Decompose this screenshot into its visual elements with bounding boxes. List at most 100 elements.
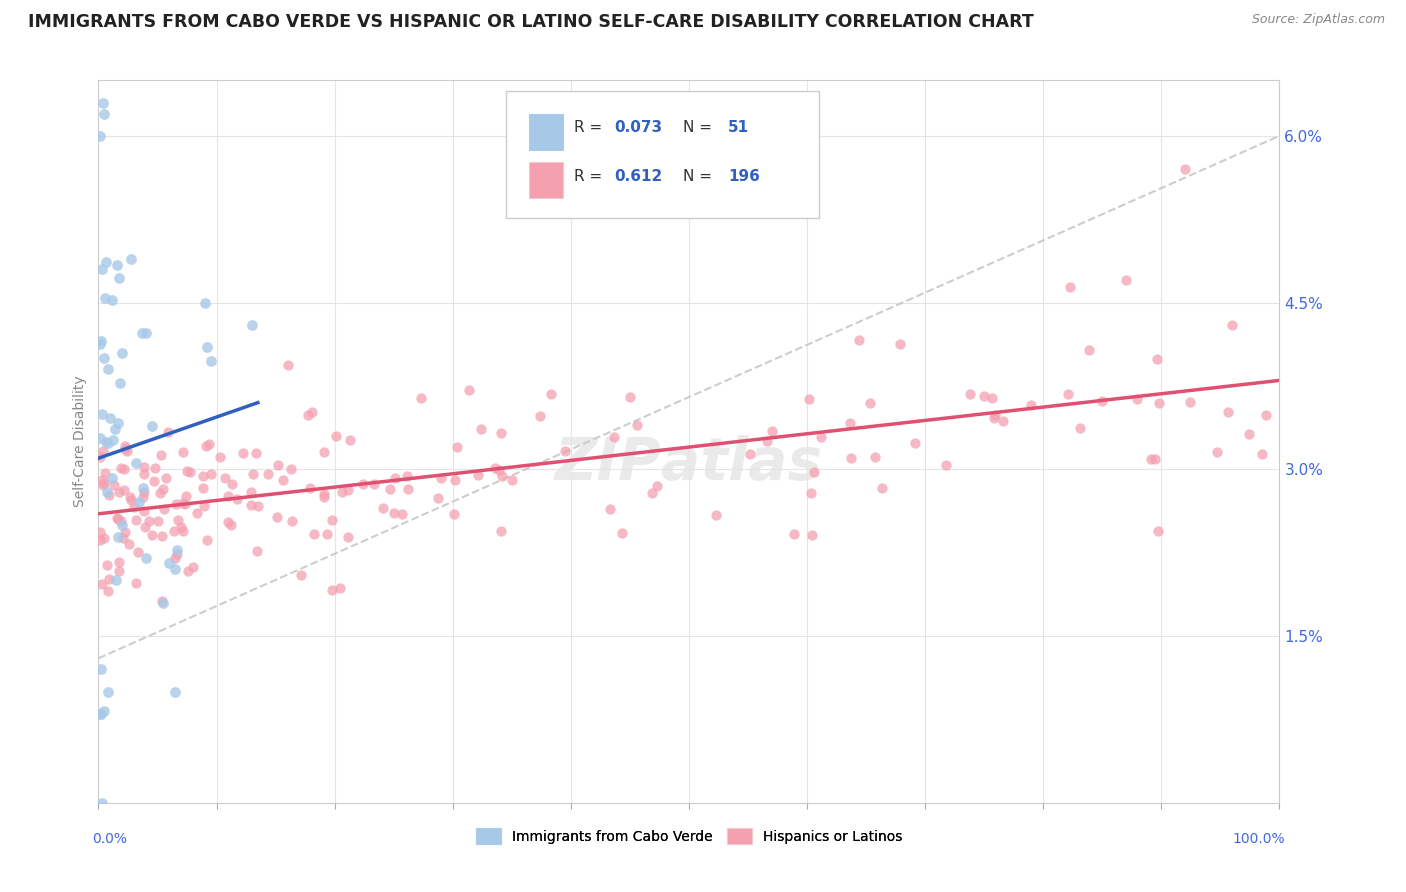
Point <box>1206 444 1229 458</box>
Point <box>90 334 112 348</box>
Point <box>103 478 125 492</box>
Point <box>484 461 506 475</box>
Point <box>165 497 187 511</box>
Point <box>329 582 352 596</box>
Point <box>155 471 177 485</box>
Point <box>112 462 135 476</box>
Point <box>93 475 115 490</box>
Point <box>221 477 243 491</box>
Point <box>132 484 155 499</box>
Point <box>904 436 927 450</box>
Point <box>193 499 215 513</box>
Point <box>174 489 197 503</box>
Point <box>172 524 194 538</box>
Point <box>314 445 336 459</box>
Point <box>848 333 870 347</box>
Point <box>467 467 489 482</box>
Point <box>1174 162 1197 177</box>
Point <box>91 796 114 810</box>
Point <box>90 706 112 721</box>
Point <box>325 429 347 443</box>
Point <box>430 471 453 485</box>
Point <box>246 544 269 558</box>
Point <box>120 493 142 508</box>
Point <box>179 465 201 479</box>
Point <box>89 706 111 721</box>
Point <box>339 433 361 447</box>
Point <box>110 376 132 390</box>
Point <box>1147 524 1170 538</box>
Point <box>382 506 405 520</box>
Point <box>411 391 433 405</box>
Point <box>101 433 124 447</box>
Text: 0.073: 0.073 <box>614 120 662 135</box>
Point <box>246 499 269 513</box>
Point <box>1078 343 1101 357</box>
Point <box>266 509 288 524</box>
Point <box>89 525 111 540</box>
Point <box>194 295 217 310</box>
Point <box>1251 447 1274 461</box>
Point <box>96 484 118 499</box>
Point <box>610 526 633 541</box>
Point <box>489 426 512 441</box>
Point <box>984 408 1007 422</box>
Point <box>110 514 132 528</box>
Point <box>165 562 187 576</box>
Text: R =: R = <box>575 169 607 184</box>
Point <box>90 473 112 487</box>
Text: IMMIGRANTS FROM CABO VERDE VS HISPANIC OR LATINO SELF-CARE DISABILITY CORRELATIO: IMMIGRANTS FROM CABO VERDE VS HISPANIC O… <box>28 13 1033 31</box>
Point <box>98 411 121 425</box>
Point <box>314 487 336 501</box>
Point <box>134 467 156 482</box>
Point <box>94 291 117 305</box>
Point <box>859 395 882 409</box>
Text: 196: 196 <box>728 169 759 184</box>
Point <box>124 500 146 514</box>
Point <box>1091 394 1114 409</box>
Point <box>195 340 218 354</box>
Point <box>172 495 194 509</box>
Point <box>156 425 179 439</box>
Point <box>141 528 163 542</box>
Point <box>959 386 981 401</box>
Point <box>384 470 406 484</box>
Point <box>90 662 112 676</box>
Point <box>800 486 823 500</box>
Point <box>214 470 236 484</box>
Point <box>110 461 132 475</box>
Point <box>1220 318 1243 332</box>
Point <box>107 416 129 430</box>
Point <box>554 443 576 458</box>
Point <box>761 424 783 438</box>
Point <box>183 560 205 574</box>
FancyBboxPatch shape <box>506 91 818 218</box>
Point <box>118 537 141 551</box>
Point <box>756 434 779 449</box>
Point <box>645 478 668 492</box>
Point <box>93 106 115 120</box>
Point <box>488 463 510 477</box>
Point <box>125 456 148 470</box>
Point <box>101 470 124 484</box>
Point <box>112 531 135 545</box>
Point <box>983 411 1005 425</box>
Point <box>120 252 142 266</box>
Text: 51: 51 <box>728 120 749 135</box>
Point <box>97 572 120 586</box>
Point <box>101 293 124 307</box>
Text: 0.612: 0.612 <box>614 169 662 184</box>
Point <box>501 473 523 487</box>
Point <box>443 507 465 521</box>
Point <box>125 575 148 590</box>
Point <box>240 318 263 332</box>
Point <box>89 533 111 547</box>
Point <box>105 258 128 272</box>
Point <box>200 354 222 368</box>
Point <box>783 526 806 541</box>
Point <box>93 351 115 366</box>
Point <box>332 485 354 500</box>
Point <box>195 439 218 453</box>
Point <box>150 529 173 543</box>
Point <box>290 568 312 582</box>
